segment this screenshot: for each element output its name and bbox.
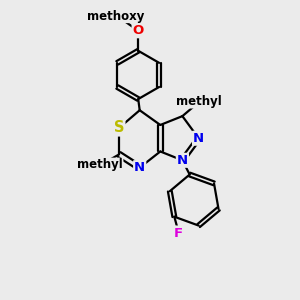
Text: methyl: methyl bbox=[176, 95, 221, 108]
Text: N: N bbox=[134, 161, 145, 174]
Text: methyl: methyl bbox=[77, 158, 123, 171]
Text: methoxy: methoxy bbox=[88, 10, 145, 22]
Text: F: F bbox=[173, 226, 182, 239]
Text: N: N bbox=[193, 132, 204, 145]
Text: N: N bbox=[177, 154, 188, 167]
Text: S: S bbox=[114, 120, 124, 135]
Text: O: O bbox=[133, 24, 144, 37]
